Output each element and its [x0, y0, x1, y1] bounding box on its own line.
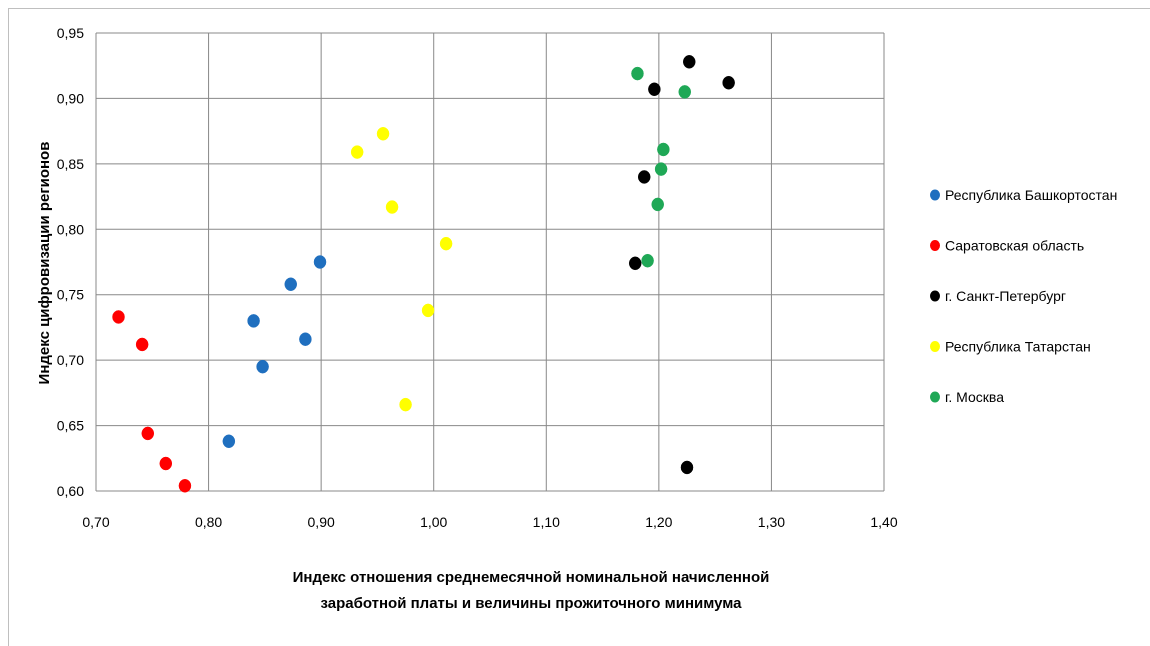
data-point [385, 200, 399, 214]
data-point [178, 479, 192, 493]
legend: Республика Башкортостан Саратовская облас… [930, 187, 1117, 405]
y-tick-label: 0,65 [57, 418, 84, 434]
data-point [299, 332, 312, 346]
data-point [683, 55, 696, 69]
legend-label: г. Санкт-Петербург [945, 288, 1066, 304]
legend-marker [930, 240, 940, 251]
x-tick-label: 1,10 [533, 514, 560, 530]
data-point [313, 255, 327, 269]
x-tick-label: 1,00 [420, 514, 447, 530]
legend-marker [930, 341, 940, 352]
data-point [159, 456, 173, 471]
y-tick-label: 0,90 [57, 90, 84, 106]
legend-marker [930, 189, 940, 201]
y-tick-label: 0,60 [57, 483, 84, 499]
x-tick-label: 0,80 [195, 514, 222, 530]
x-axis-ticks: 0,70 0,80 0,90 1,00 1,10 1,20 1,30 1,40 [82, 514, 897, 530]
x-tick-label: 1,30 [758, 514, 785, 530]
x-tick-label: 0,90 [308, 514, 335, 530]
x-axis-title-line-1: Индекс отношения среднемесячной номиналь… [293, 569, 770, 586]
y-axis-ticks: 0,60 0,65 0,70 0,75 0,80 0,85 0,90 0,95 [57, 25, 84, 499]
data-point [657, 142, 670, 157]
y-tick-label: 0,70 [57, 352, 84, 368]
data-point [376, 127, 390, 141]
data-point [350, 145, 364, 159]
data-point [222, 434, 236, 449]
y-tick-label: 0,85 [57, 156, 84, 172]
data-point [141, 426, 155, 441]
grid [95, 32, 885, 492]
chart-frame [8, 8, 1150, 646]
y-tick-label: 0,95 [57, 25, 84, 41]
data-point [631, 66, 644, 81]
x-tick-label: 1,20 [645, 514, 672, 530]
data-point [641, 253, 654, 268]
data-point [439, 236, 453, 251]
x-axis-title-line-2: заработной платы и величины прожиточного… [320, 595, 742, 612]
data-point [399, 397, 412, 412]
y-tick-label: 0,80 [57, 221, 84, 237]
legend-label: Республика Башкортостан [945, 187, 1117, 203]
legend-label: Саратовская область [945, 238, 1084, 254]
data-point [722, 75, 735, 90]
data-point [680, 460, 694, 475]
legend-marker [930, 290, 940, 302]
data-point [112, 310, 125, 324]
data-point [247, 314, 260, 328]
legend-label: Республика Татарстан [945, 339, 1091, 355]
data-point [421, 303, 435, 318]
data-point [651, 197, 664, 212]
data-point [256, 359, 269, 374]
legend-marker [930, 391, 940, 403]
x-tick-label: 1,40 [870, 514, 897, 530]
data-point [654, 162, 668, 176]
data-point [648, 82, 661, 97]
data-point [628, 256, 642, 271]
data-points [112, 55, 735, 493]
x-tick-label: 0,70 [82, 514, 109, 530]
legend-label: г. Москва [945, 389, 1004, 405]
data-point [678, 85, 691, 99]
y-tick-label: 0,75 [57, 287, 84, 303]
data-point [135, 337, 149, 352]
y-axis-title: Индекс цифровизации регионов [36, 142, 53, 385]
data-point [637, 170, 651, 184]
data-point [284, 277, 297, 291]
